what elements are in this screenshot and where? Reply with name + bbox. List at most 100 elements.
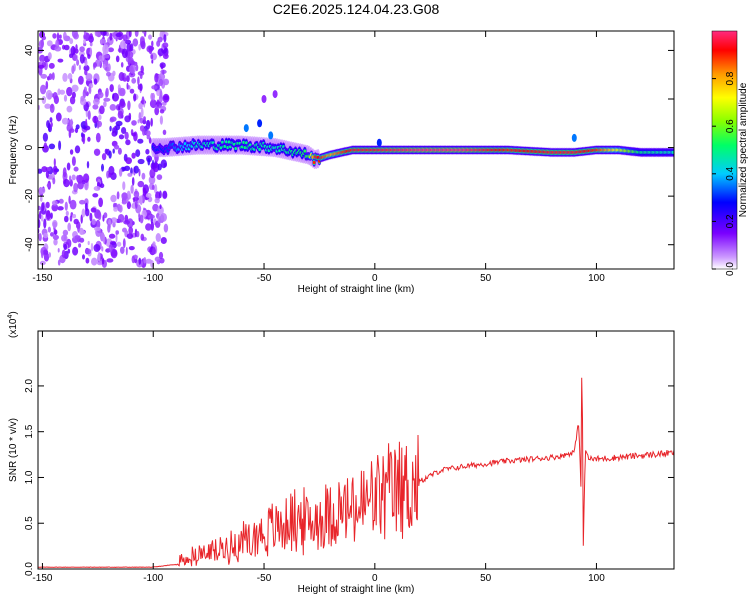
spectrogram-cell — [90, 207, 97, 213]
spectrogram-cell — [67, 73, 73, 80]
spectrogram-cell — [38, 233, 41, 239]
spectrogram-cell — [66, 105, 73, 113]
x-tick-label: 50 — [480, 573, 492, 584]
spectrogram-cell — [109, 125, 112, 132]
spectrogram-cell — [43, 232, 49, 239]
spectrogram-cell — [79, 199, 86, 205]
colorbar: 0.0 0.2 0.4 0.6 0.8 Normalized spectral ampl… — [711, 30, 749, 276]
spectrogram-cell — [162, 53, 169, 60]
spectrogram-cell — [145, 148, 150, 155]
x-tick-label: -50 — [257, 573, 272, 584]
spectrogram-cell — [108, 172, 112, 178]
spectrogram-cell — [91, 218, 96, 225]
spectrogram-cell — [137, 138, 144, 144]
spectrogram-cell — [156, 89, 161, 97]
spectrogram-cell — [131, 177, 135, 186]
spectrogram-cell — [137, 158, 145, 165]
spectrogram-cell — [58, 140, 62, 151]
spectrogram-cell — [101, 153, 107, 161]
spectrogram-cell — [145, 223, 152, 231]
spectrogram-cell — [72, 53, 78, 62]
spectrogram-cell — [159, 190, 162, 199]
snr-x-label: Height of straight line (km) — [298, 584, 415, 595]
spectrogram-cell — [47, 226, 52, 233]
y-tick-label: -40 — [24, 237, 35, 252]
spectrogram-cell — [151, 85, 158, 90]
spectrogram-cell — [106, 170, 110, 179]
spectrogram-cell — [257, 119, 263, 128]
spectrogram-cell — [69, 128, 75, 133]
spectrogram-cell — [68, 195, 71, 204]
spectrogram-cell — [87, 110, 91, 120]
spectrogram-panel: -150 -100 -50 0 50 100 -40 -20 0 20 40 Height of … — [8, 30, 675, 295]
spectrogram-cell — [64, 201, 68, 211]
spectrogram-cell — [120, 62, 124, 68]
x-tick-label: 100 — [588, 573, 605, 584]
spectrogram-cell — [41, 166, 48, 173]
spectrogram-cell — [128, 31, 132, 38]
spectrogram-cell — [99, 105, 105, 115]
spectrogram-cell — [87, 240, 90, 246]
spectrogram-cell — [130, 43, 134, 52]
spectrogram-cell — [127, 172, 133, 177]
spectrogram-cell — [99, 38, 107, 44]
spectrogram-cell — [89, 212, 93, 222]
y-tick-label: 40 — [24, 44, 35, 56]
spectrogram-cell — [85, 257, 90, 264]
spectrogram-cell — [45, 89, 53, 100]
spectrogram-cell — [51, 200, 58, 206]
spectrogram-cell — [118, 134, 125, 140]
spectrogram-cell — [70, 118, 73, 128]
spectrogram-cell — [131, 132, 137, 137]
spectrogram-cell — [157, 48, 165, 57]
spectrogram-cell — [97, 251, 101, 262]
spectrogram-cell — [69, 199, 77, 210]
spectrogram-cell — [133, 165, 139, 174]
spectrogram-cell — [122, 181, 126, 191]
spectrogram-cell — [163, 223, 169, 233]
spectrogram-cell — [156, 174, 163, 181]
spectrogram-y-label: Frequency (Hz) — [8, 116, 19, 185]
spectrogram-cell — [159, 204, 162, 209]
spectrogram-cell — [140, 65, 144, 74]
spectrogram-cell — [40, 195, 43, 202]
spectrogram-cell — [66, 86, 73, 97]
spectrogram-cell — [82, 254, 85, 260]
spectrogram-cell — [50, 121, 53, 128]
spectrogram-cell — [73, 166, 79, 172]
spectrogram-cell — [95, 219, 101, 229]
spectrogram-cell — [89, 47, 93, 57]
spectrogram-cell — [62, 229, 69, 236]
spectrogram-cell — [45, 201, 50, 209]
spectrogram-cell — [46, 183, 52, 188]
spectrogram-cell — [49, 117, 53, 123]
spectrogram-cell — [71, 174, 76, 181]
spectrogram-cell — [150, 221, 154, 231]
spectrogram-cell — [131, 255, 135, 264]
spectrogram-cell — [76, 175, 80, 182]
spectrogram-cell — [142, 31, 146, 34]
spectrogram-cell — [61, 117, 69, 125]
figure-title: C2E6.2025.124.04.23.G08 — [273, 1, 440, 17]
spectrogram-cell — [137, 76, 140, 86]
spectrogram-cell — [151, 92, 155, 101]
y-tick-label: 20 — [24, 93, 35, 105]
spectrogram-cell — [376, 138, 382, 147]
spectrogram-cell — [74, 145, 81, 154]
spectrogram-cell — [137, 180, 145, 188]
spectrogram-cell — [141, 96, 145, 105]
spectrogram-cell — [119, 41, 123, 48]
spectrogram-cell — [151, 59, 154, 64]
spectrogram-cell — [157, 163, 162, 171]
spectrogram-cell — [134, 31, 139, 37]
spectrogram-cell — [131, 77, 137, 84]
spectrogram-cell — [45, 80, 49, 90]
snr-scale-suffix: ) — [8, 311, 19, 314]
spectrogram-cell — [160, 159, 167, 169]
spectrogram-cell — [58, 198, 64, 204]
spectrogram-frame — [37, 30, 675, 270]
spectrogram-cell — [110, 194, 117, 203]
spectrogram-cell — [53, 238, 58, 246]
x-tick-label: -150 — [32, 573, 52, 584]
x-tick-label: 0 — [372, 273, 378, 284]
